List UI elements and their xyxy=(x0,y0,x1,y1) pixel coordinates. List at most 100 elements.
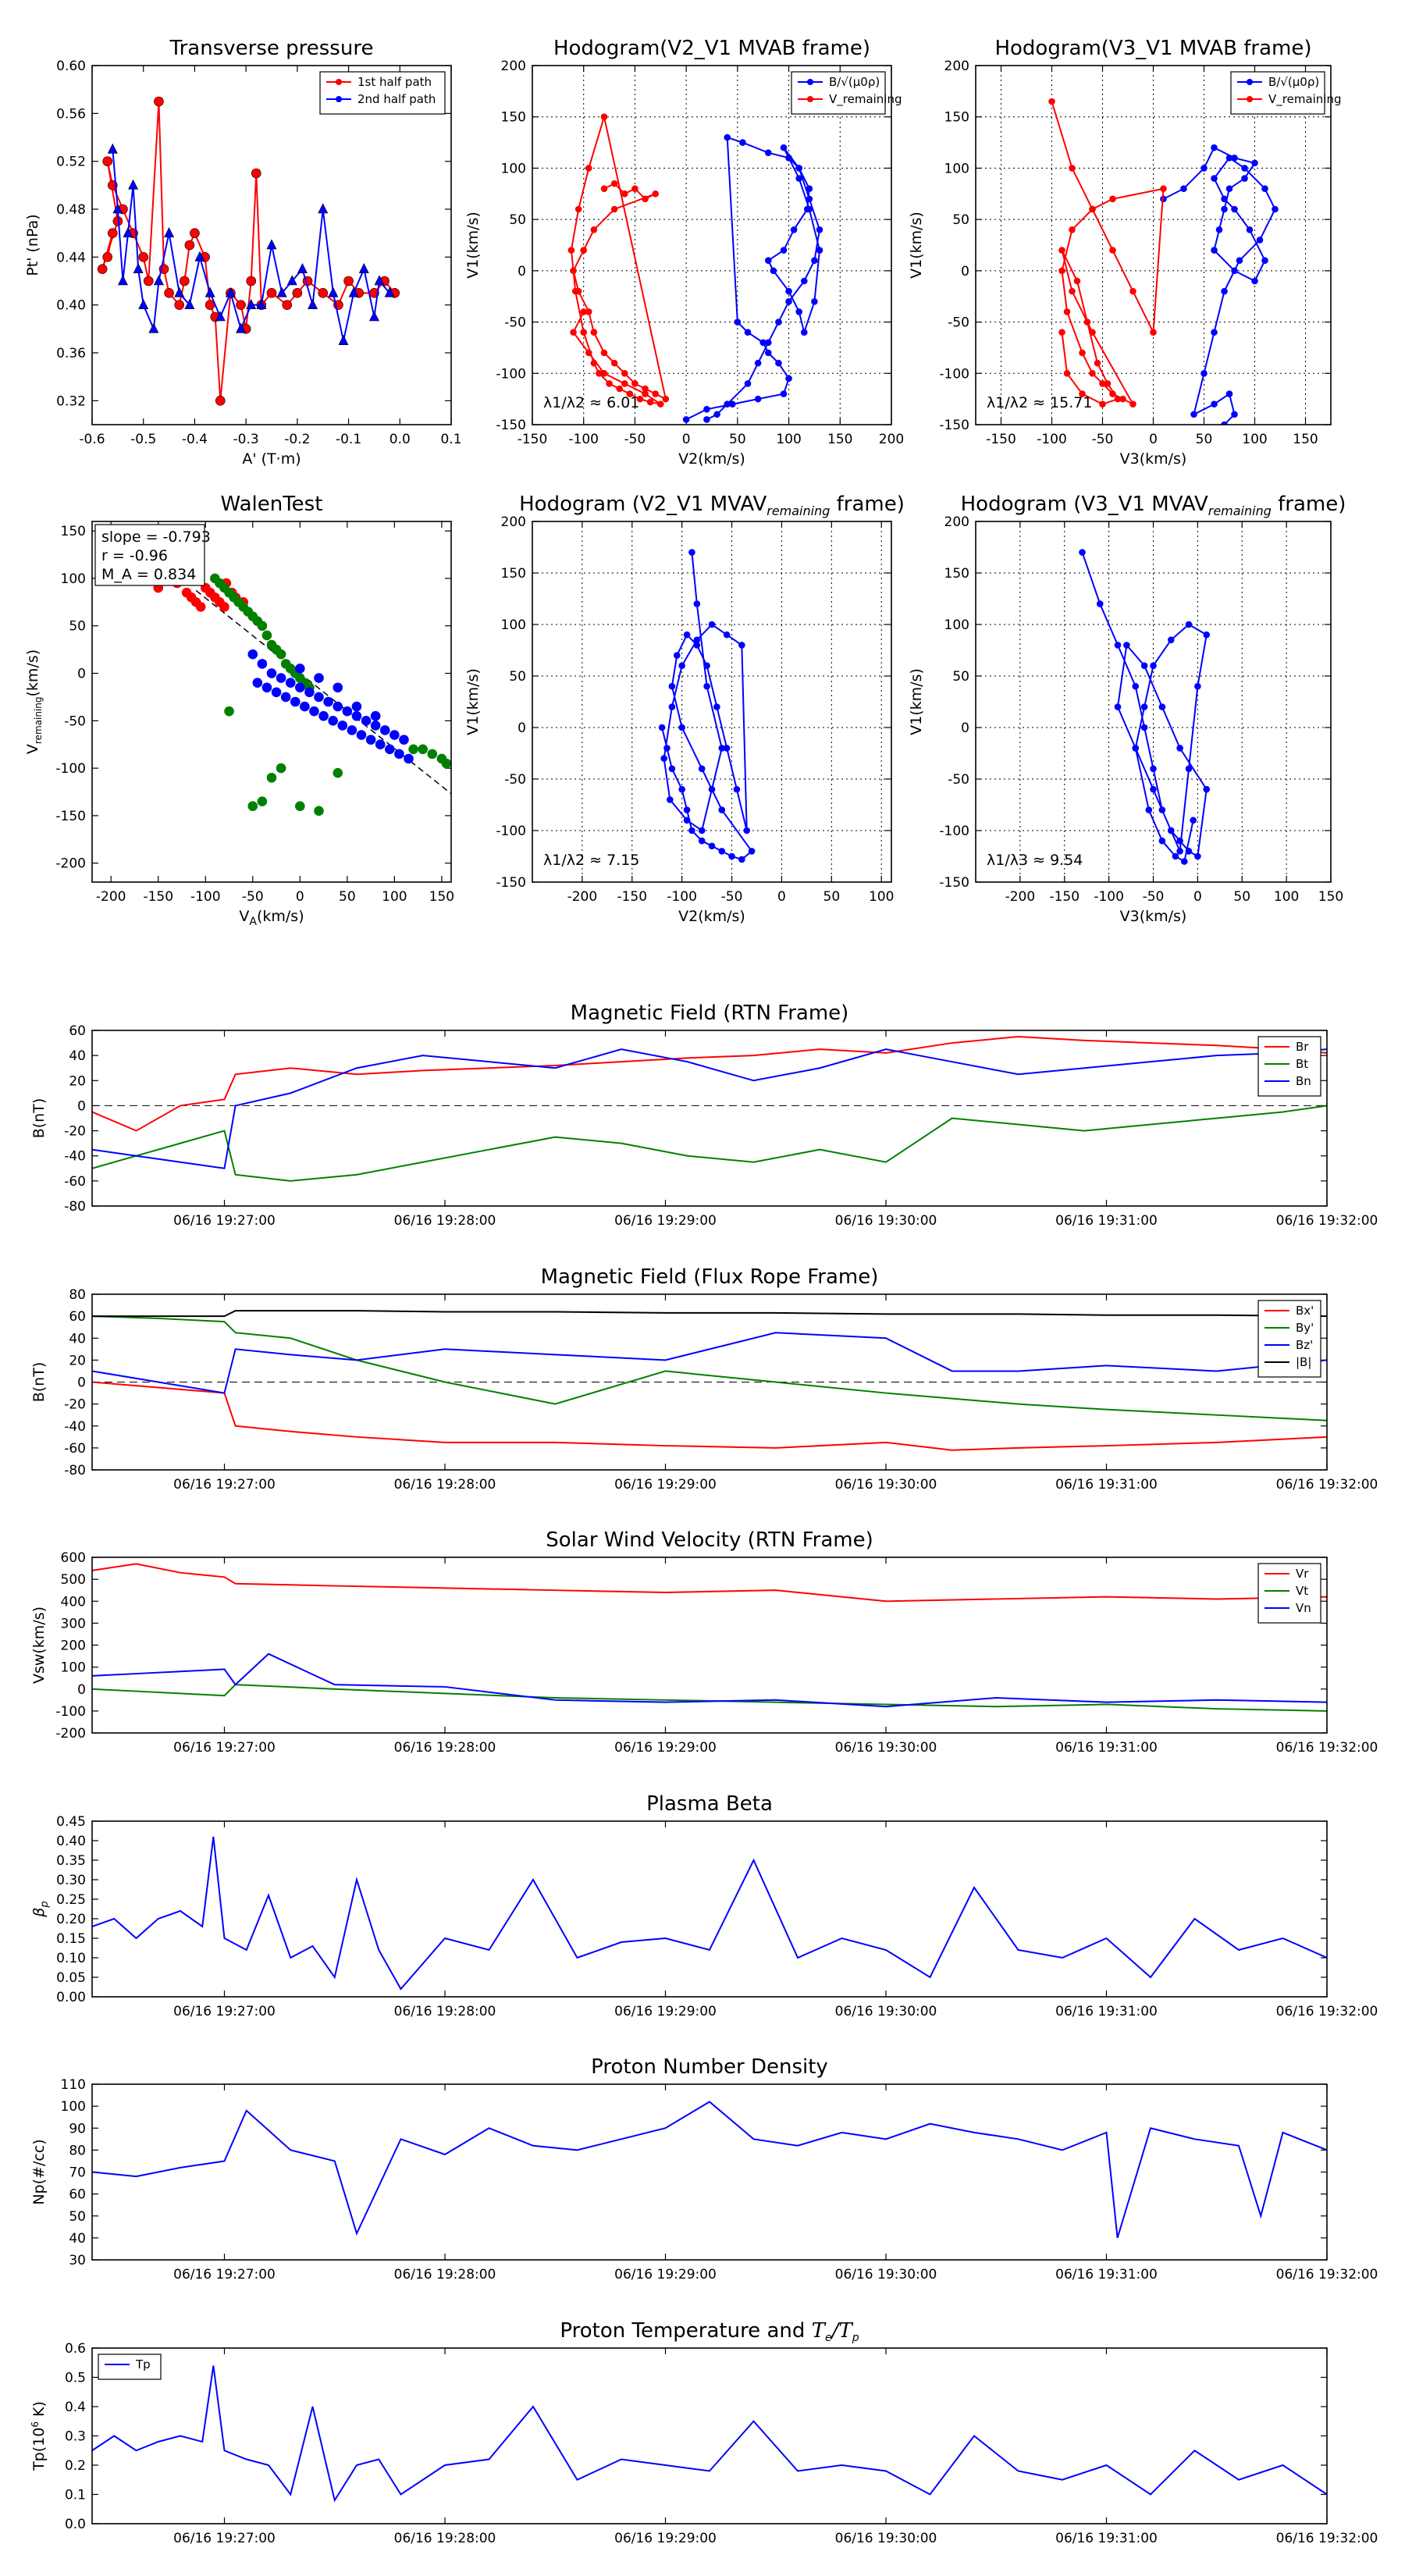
hodo1-point xyxy=(642,195,649,203)
hodo2-point xyxy=(1089,369,1096,377)
hodo1-xtick-label: -100 xyxy=(568,432,599,447)
walen-xtick-label: -200 xyxy=(96,889,126,905)
beta-xtick-label: 06/16 19:28:00 xyxy=(394,2004,496,2019)
pt-point xyxy=(164,288,174,298)
hodo1-point xyxy=(600,185,608,193)
pt-point xyxy=(374,275,385,286)
bfield_fr-xtick-label: 06/16 19:29:00 xyxy=(614,1477,717,1493)
walen-point xyxy=(276,673,286,683)
hodo2-xtick-label: 100 xyxy=(1242,432,1267,447)
hodo1-point xyxy=(621,369,628,377)
pt-point xyxy=(215,311,226,322)
np-xtick-label: 06/16 19:28:00 xyxy=(394,2267,496,2282)
walen-point xyxy=(285,678,296,688)
beta-xtick-label: 06/16 19:30:00 xyxy=(835,2004,937,2019)
pt-point xyxy=(194,251,205,262)
walen-xtick-label: -150 xyxy=(143,889,173,905)
hodo3-ytick-label: 0 xyxy=(518,720,526,736)
hodo1-point xyxy=(806,195,813,203)
hodo2-point xyxy=(1104,380,1112,387)
hodo4-xtick-label: 0 xyxy=(1193,889,1202,905)
hodo3-ytick-label: -150 xyxy=(496,875,526,891)
bfield_rtn-legend-label: Br xyxy=(1296,1040,1309,1054)
hodo2-point xyxy=(1190,411,1197,418)
hodo1-point xyxy=(744,329,752,336)
hodo2-xtick-label: -150 xyxy=(986,432,1016,447)
hodo1-point xyxy=(606,380,613,387)
hodo4-point xyxy=(1167,827,1175,834)
pt-ytick-label: 0.44 xyxy=(56,250,86,265)
tp-xtick-label: 06/16 19:29:00 xyxy=(614,2531,717,2546)
walen-annotation-box xyxy=(94,524,205,586)
pt-point xyxy=(174,286,185,297)
hodo1-point xyxy=(806,205,813,213)
walen-point xyxy=(323,696,333,707)
hodo3-point xyxy=(708,621,716,628)
hodo3-point xyxy=(748,848,756,855)
hodo2-point xyxy=(1211,144,1218,151)
hodo1-ytick-label: 0 xyxy=(518,264,526,279)
tp-legend xyxy=(98,2354,162,2380)
walen-point xyxy=(333,767,343,778)
vsw-ytick-label: 400 xyxy=(61,1594,86,1610)
bfield_rtn-ytick-label: -20 xyxy=(64,1124,86,1140)
pt-point xyxy=(328,286,339,297)
walen-ytick-label: -200 xyxy=(55,856,86,872)
hodo4-ytick-label: 0 xyxy=(961,720,969,736)
hodo1-point xyxy=(600,349,608,357)
beta-ylabel: βp xyxy=(30,1901,51,1917)
beta-ytick-label: 0.05 xyxy=(56,1970,86,1986)
walen-point xyxy=(280,692,291,703)
hodo1-point xyxy=(636,395,644,403)
walen-point xyxy=(247,649,258,660)
hodo3-point xyxy=(708,842,716,850)
bfield_fr-ytick-label: -80 xyxy=(64,1463,86,1478)
bfield_rtn-title: Magnetic Field (RTN Frame) xyxy=(571,1002,849,1025)
hodo2-ytick-label: 50 xyxy=(952,212,969,228)
hodo2-ytick-label: -50 xyxy=(948,315,969,331)
hodo4-point xyxy=(1140,703,1148,710)
hodo3-point xyxy=(678,785,685,793)
hodo1-title: Hodogram(V2_V1 MVAB frame) xyxy=(553,37,870,60)
hodo1-point xyxy=(816,247,823,254)
hodo1-point xyxy=(764,339,772,347)
hodo4-point xyxy=(1176,745,1183,752)
walen-ytick-label: -150 xyxy=(55,809,86,824)
pt-point xyxy=(215,396,226,406)
hodo1-point xyxy=(626,390,634,397)
hodo1-point xyxy=(621,380,628,387)
pt-point xyxy=(225,286,236,297)
tp-ytick-label: 0.6 xyxy=(65,2341,86,2357)
vsw-legend-label: Vn xyxy=(1296,1601,1311,1615)
np-ytick-label: 70 xyxy=(69,2165,86,2181)
hodo4-xlabel: V3(km/s) xyxy=(1120,908,1187,925)
hodo3-point xyxy=(667,796,674,803)
tp-plot-area xyxy=(92,2365,1327,2503)
hodo4-point xyxy=(1079,549,1086,556)
pt-point xyxy=(246,276,257,286)
hodo2-point xyxy=(1261,257,1268,265)
hodo3-point xyxy=(723,631,731,639)
hodo2-point xyxy=(1256,237,1264,244)
hodo4-xtick-label: -50 xyxy=(1143,889,1165,905)
hodo4-point xyxy=(1123,642,1130,649)
walen-point xyxy=(394,749,404,760)
hodo2-point xyxy=(1221,287,1228,295)
hodo2-point xyxy=(1094,359,1101,367)
hodo2-point xyxy=(1150,329,1157,336)
hodo1-point xyxy=(806,185,813,193)
hodo2-point xyxy=(1058,267,1065,275)
hodo2-point xyxy=(1246,226,1254,233)
beta-ytick-label: 0.25 xyxy=(56,1892,86,1908)
pt-series-0-line xyxy=(101,101,396,401)
pt-ytick-label: 0.60 xyxy=(56,59,86,74)
bfield_rtn-series-0-line xyxy=(92,1036,1327,1132)
hodo1-point xyxy=(775,318,782,326)
np-ytick-label: 50 xyxy=(69,2209,86,2225)
hodo2-point xyxy=(1211,175,1218,182)
tp-title: Proton Temperature and Te/Tp xyxy=(560,2319,859,2344)
walen-point xyxy=(257,796,268,806)
tp-xtick-label: 06/16 19:30:00 xyxy=(835,2531,937,2546)
hodo1-series-1-line xyxy=(570,113,667,405)
walen-annotation-line: M_A = 0.834 xyxy=(101,566,196,583)
